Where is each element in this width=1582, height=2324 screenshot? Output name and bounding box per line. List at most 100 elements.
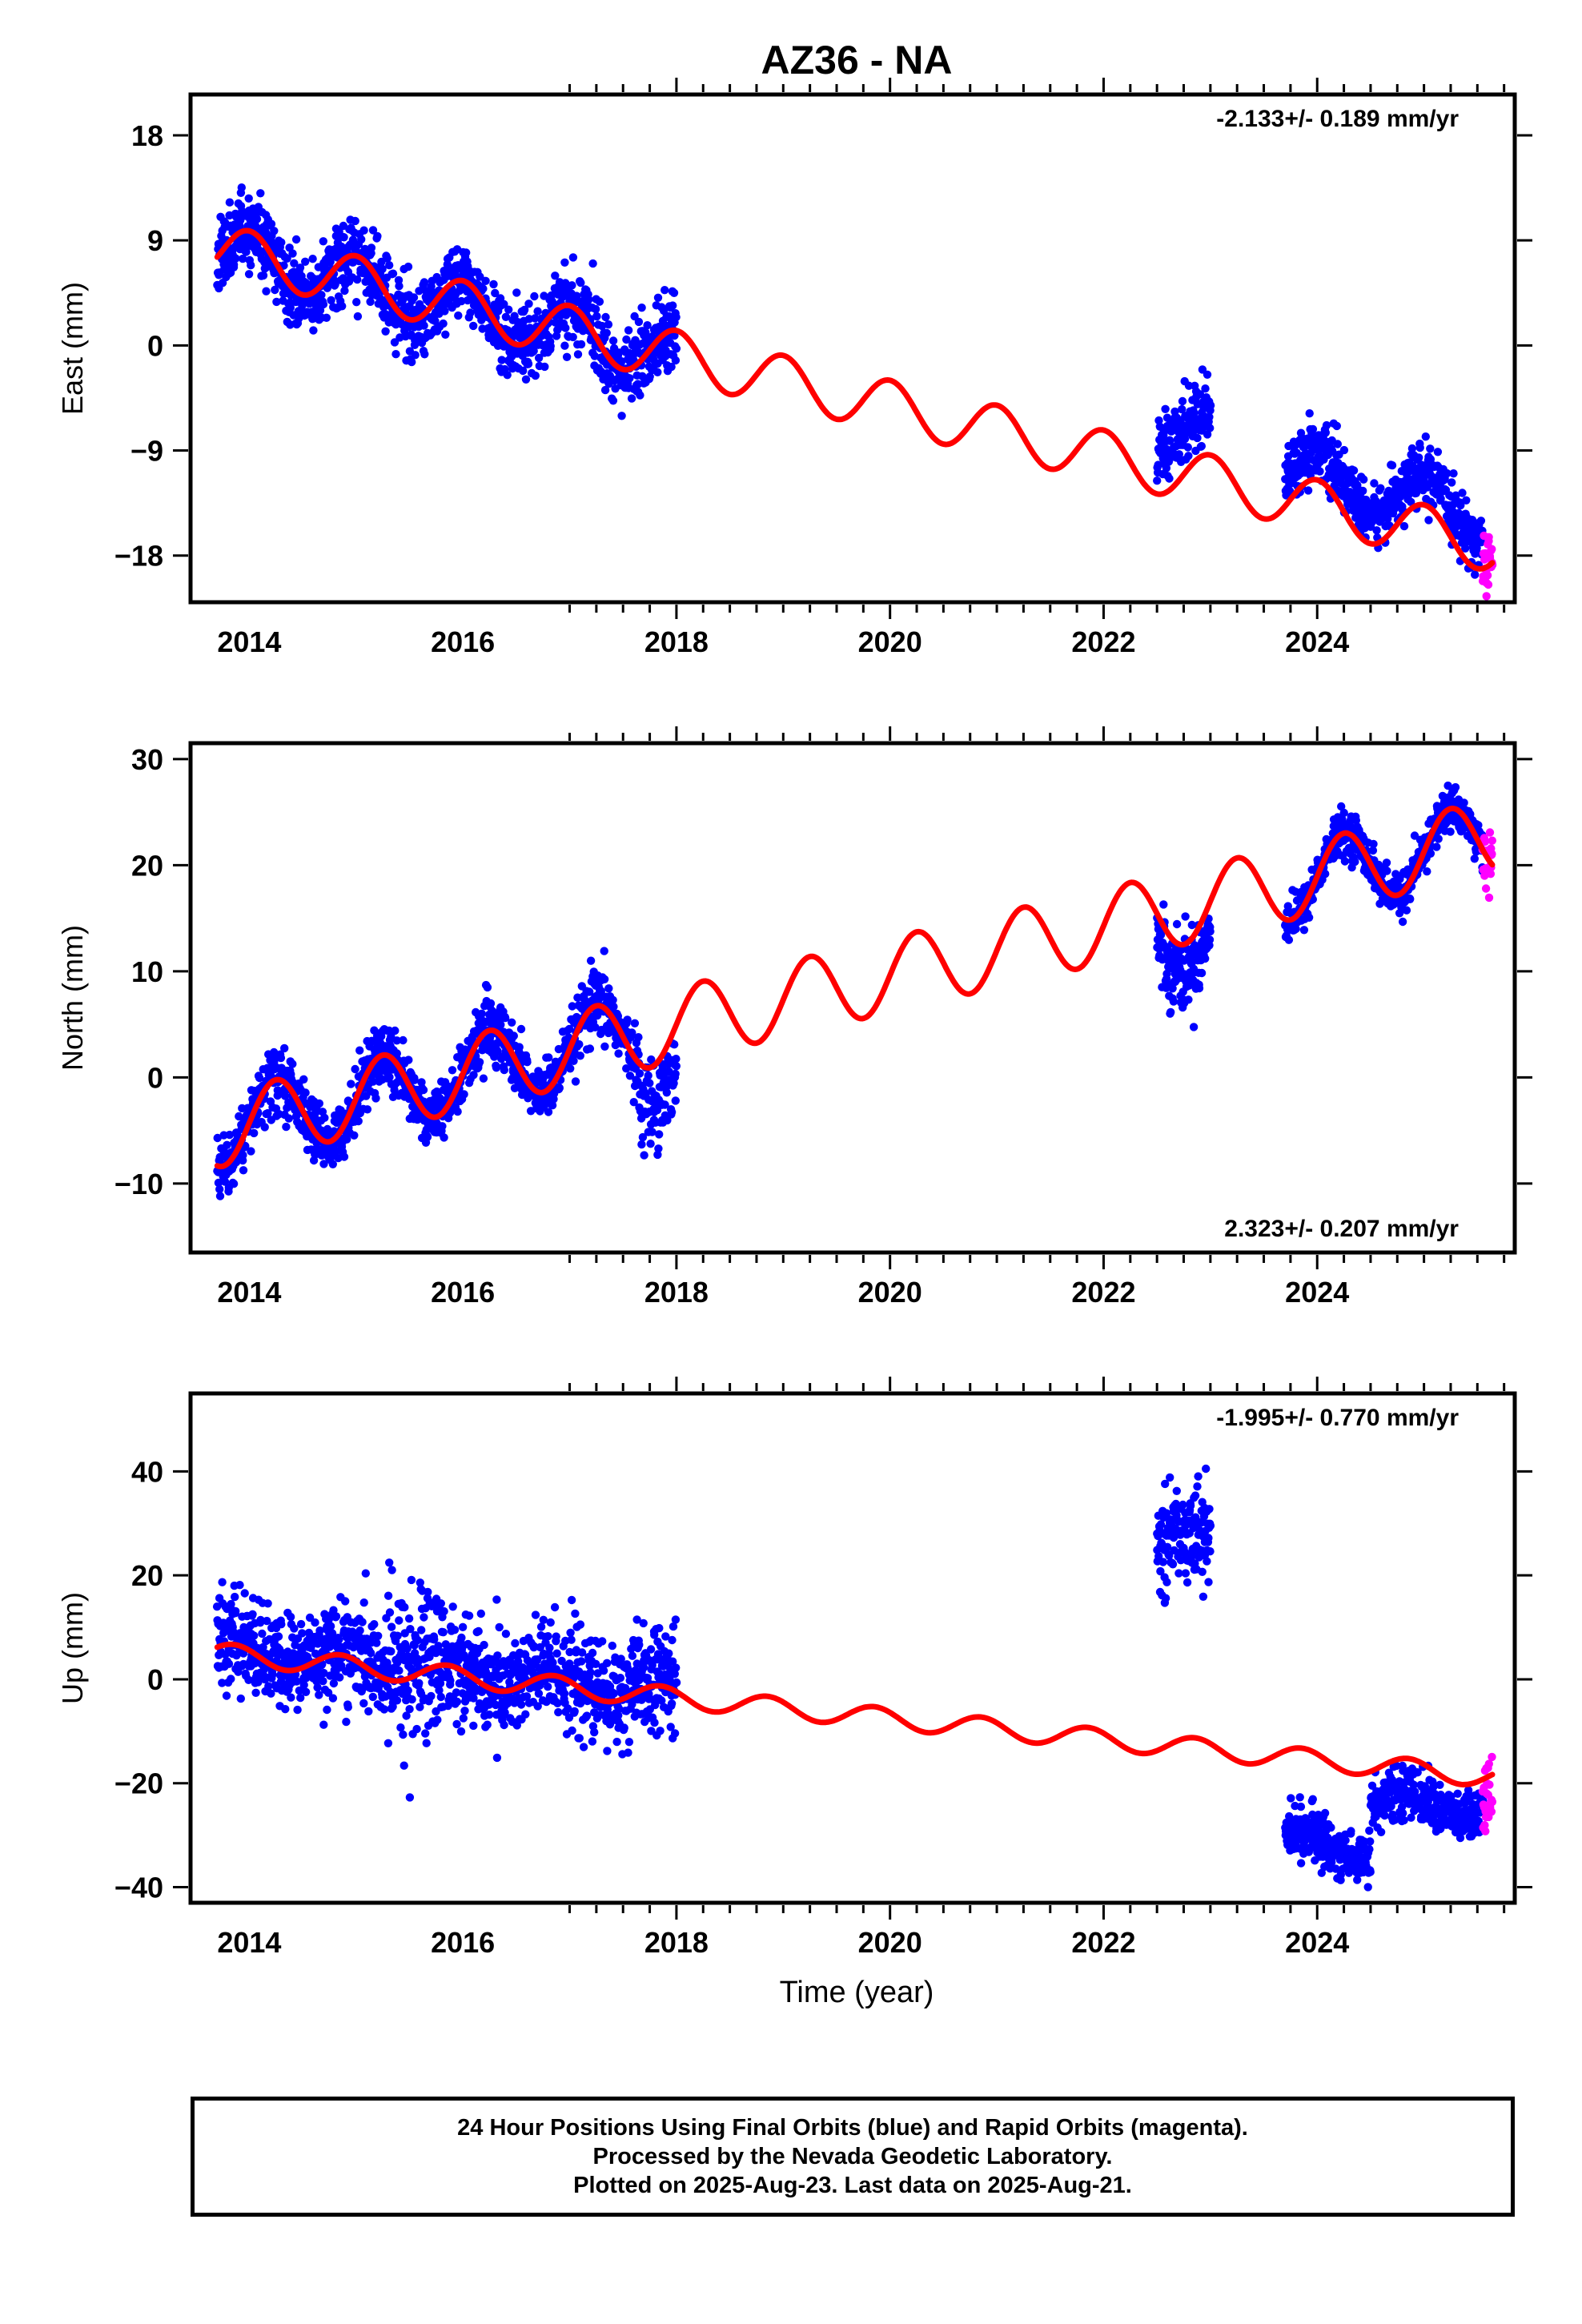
east-point-0-903 <box>534 353 544 363</box>
north-point-1-29 <box>645 1079 654 1088</box>
up-point-1-37 <box>397 1648 406 1658</box>
east-point-0-862 <box>520 305 529 315</box>
east-point-0-978 <box>561 324 570 332</box>
north-point-1-25 <box>644 1071 652 1080</box>
up-point-1-11 <box>387 1566 396 1574</box>
north-rate-label: 2.323+/- 0.207 mm/yr <box>1224 1216 1459 1242</box>
up-point-1-60 <box>405 1705 414 1714</box>
north-point-0-805 <box>500 1065 508 1075</box>
east-point-0-350 <box>338 302 347 311</box>
north-point-1-11 <box>638 1132 648 1142</box>
north-point-0-193 <box>282 1122 291 1132</box>
north-point-0-720 <box>469 1071 478 1080</box>
east-point-0-677 <box>454 311 463 320</box>
east-point-0-1289 <box>672 344 681 353</box>
up-point-0-142 <box>263 1599 272 1608</box>
east-point-0-1090 <box>601 312 610 322</box>
north-point-0-991 <box>566 1064 575 1073</box>
up-point-0-77 <box>240 1589 249 1598</box>
up-point-1-141 <box>434 1642 443 1651</box>
north-point-0-1015 <box>575 1039 584 1049</box>
up-point-0-122 <box>256 1615 265 1625</box>
north-point-4-26 <box>1488 836 1497 845</box>
north-point-0-930 <box>544 1053 553 1062</box>
east-point-0-433 <box>367 243 376 252</box>
up-point-0-299 <box>319 1668 328 1678</box>
north-point-0-1151 <box>623 1015 632 1024</box>
east-point-0-1288 <box>672 312 681 322</box>
east-point-0-936 <box>546 342 555 351</box>
north-point-0-103 <box>250 1128 259 1138</box>
north-point-3-53 <box>1299 926 1309 935</box>
up-point-1-104 <box>421 1729 430 1738</box>
north-point-2-103 <box>1189 1023 1199 1031</box>
east-point-0-799 <box>497 356 506 364</box>
east-point-0-450 <box>373 231 382 241</box>
east-point-2-550 <box>1477 537 1486 547</box>
up-point-2-273 <box>534 1689 544 1698</box>
east-point-2-436 <box>1436 494 1445 503</box>
east-point-2-507 <box>1462 496 1471 505</box>
north-point-0-191 <box>280 1092 290 1100</box>
up-point-0-367 <box>343 1703 352 1711</box>
east-point-0-297 <box>319 237 327 246</box>
north-point-0-737 <box>475 1058 484 1067</box>
up-point-0-341 <box>335 1635 343 1644</box>
up-point-0-49 <box>231 1592 239 1602</box>
east-point-2-497 <box>1458 489 1467 497</box>
east-point-0-69 <box>237 183 246 192</box>
north-point-0-384 <box>350 1131 359 1140</box>
up-point-0-308 <box>323 1705 331 1715</box>
up-point-0-33 <box>224 1659 234 1668</box>
east-point-0-634 <box>439 319 448 328</box>
up-point-0-298 <box>319 1720 328 1729</box>
up-point-2-104 <box>474 1626 483 1636</box>
north-point-0-1169 <box>629 1098 638 1107</box>
east-point-2-250 <box>1370 479 1379 488</box>
east-point-1-88 <box>1184 452 1193 460</box>
up-point-0-63 <box>235 1581 244 1590</box>
east-point-0-1112 <box>608 336 618 345</box>
east-point-0-391 <box>352 298 361 307</box>
up-point-0-430 <box>366 1648 375 1658</box>
east-point-0-94 <box>247 261 255 270</box>
up-point-0-424 <box>364 1707 373 1716</box>
north-point-3-248 <box>1369 839 1378 849</box>
up-point-0-150 <box>267 1689 275 1698</box>
up-point-1-111 <box>424 1587 432 1597</box>
up-point-1-133 <box>432 1648 440 1658</box>
north-xtick-label: 2022 <box>1071 1276 1135 1309</box>
east-point-0-889 <box>529 347 538 356</box>
up-point-0-359 <box>341 1597 350 1606</box>
up-point-0-38 <box>227 1675 235 1683</box>
east-point-1-62 <box>1174 450 1184 459</box>
east-point-0-317 <box>326 257 335 267</box>
east-point-0-1282 <box>669 288 679 297</box>
east-plot-frame <box>188 92 1517 605</box>
east-point-2-403 <box>1424 516 1433 525</box>
up-point-2-212 <box>512 1721 521 1730</box>
north-point-1-37 <box>648 1128 656 1136</box>
north-point-0-537 <box>404 1055 413 1064</box>
east-point-0-867 <box>521 375 531 384</box>
up-point-1-10 <box>387 1622 396 1631</box>
north-point-2-47 <box>1169 997 1178 1006</box>
east-point-1-69 <box>1178 404 1186 414</box>
east-point-0-404 <box>357 235 366 244</box>
north-point-2-79 <box>1181 912 1190 921</box>
east-point-0-494 <box>388 269 398 278</box>
east-point-3-15 <box>1484 580 1493 589</box>
east-point-0-998 <box>568 332 577 342</box>
east-point-0-1080 <box>597 321 607 331</box>
up-point-0-191 <box>281 1705 290 1714</box>
east-point-0-222 <box>291 235 301 244</box>
north-point-0-1113 <box>609 1002 618 1011</box>
north-point-0-660 <box>448 1066 457 1075</box>
east-point-0-816 <box>504 326 512 335</box>
north-point-0-364 <box>343 1135 351 1144</box>
east-point-0-393 <box>353 275 362 284</box>
east-point-3-17 <box>1484 533 1493 541</box>
up-point-0-343 <box>335 1673 344 1682</box>
north-point-0-1006 <box>571 1077 580 1086</box>
